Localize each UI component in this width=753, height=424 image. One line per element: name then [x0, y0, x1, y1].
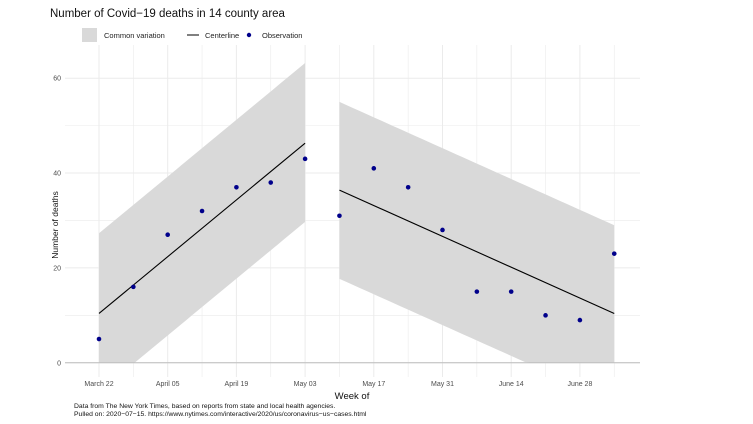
x-tick-label: April 05: [156, 381, 180, 388]
observation-point: [543, 313, 548, 318]
y-tick-label: 0: [57, 360, 61, 367]
observation-point: [165, 232, 170, 238]
legend-point-label: Observation: [262, 31, 302, 40]
observation-point: [611, 251, 617, 256]
centerline: [339, 189, 615, 314]
observation-point: [131, 284, 136, 290]
observation-point: [440, 227, 445, 233]
x-tick-label: March 22: [84, 381, 113, 388]
observation-point: [508, 289, 514, 294]
observation-point: [96, 336, 102, 342]
observation-point: [577, 317, 583, 323]
caption-line-1: Data from The New York Times, based on r…: [74, 403, 335, 410]
legend-line-label: Centerline: [205, 31, 239, 40]
legend-point-swatch: [246, 32, 252, 38]
observation-point: [268, 180, 274, 185]
observation-point: [302, 156, 308, 162]
x-tick-label: May 31: [431, 381, 454, 388]
observation-point: [474, 289, 480, 294]
variation-band: [339, 101, 615, 363]
caption-line-2: Pulled on: 2020−07−15. https://www.nytim…: [74, 411, 367, 418]
legend-band-label: Common variation: [104, 31, 165, 40]
x-tick-label: June 14: [499, 381, 524, 388]
observation-point: [199, 208, 205, 214]
legend-band-swatch: [82, 28, 97, 42]
observations: [96, 156, 617, 342]
y-axis-title: Number of deaths: [50, 191, 60, 259]
x-tick-label: April 19: [225, 381, 249, 388]
y-tick-label: 40: [53, 171, 61, 178]
legend: Common variation Centerline Observation: [82, 28, 302, 42]
x-tick-label: June 28: [567, 381, 592, 388]
chart-title: Number of Covid−19 deaths in 14 county a…: [50, 8, 286, 20]
y-axis-ticks: 0 20 40 60: [53, 76, 61, 368]
observation-point: [234, 184, 239, 190]
x-axis-title: Week of: [335, 391, 370, 402]
x-tick-label: May 17: [362, 381, 385, 388]
observation-point: [371, 166, 377, 171]
variation-bands: [99, 63, 615, 363]
y-tick-label: 20: [53, 265, 61, 272]
x-tick-label: May 03: [294, 381, 317, 388]
x-axis-ticks: March 22 April 05 April 19 May 03 May 17 May …: [84, 381, 592, 388]
observation-point: [405, 184, 411, 190]
y-tick-label: 60: [53, 76, 61, 83]
observation-point: [337, 213, 342, 219]
